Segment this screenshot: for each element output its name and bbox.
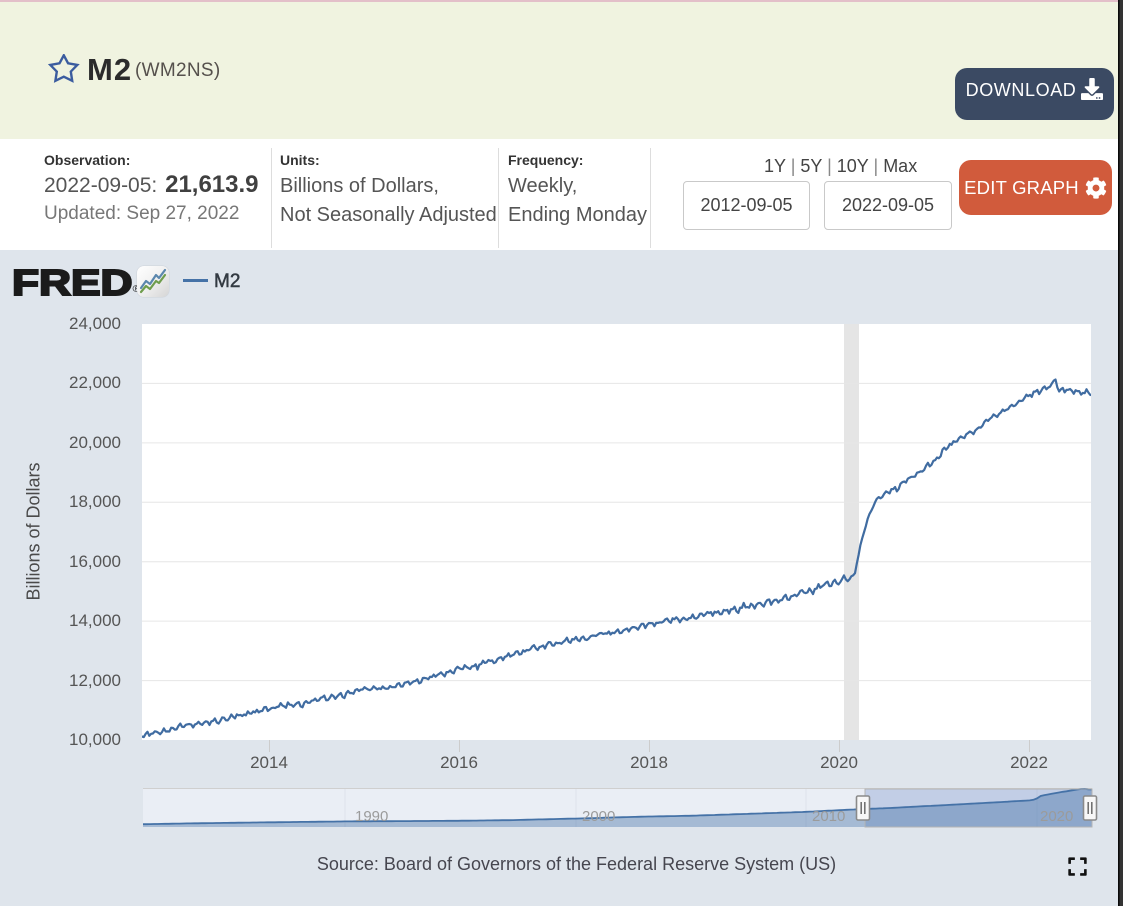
svg-text:2000: 2000 — [582, 808, 615, 825]
svg-text:2020: 2020 — [1040, 808, 1073, 825]
svg-text:1990: 1990 — [355, 808, 388, 825]
svg-text:2010: 2010 — [812, 808, 845, 825]
